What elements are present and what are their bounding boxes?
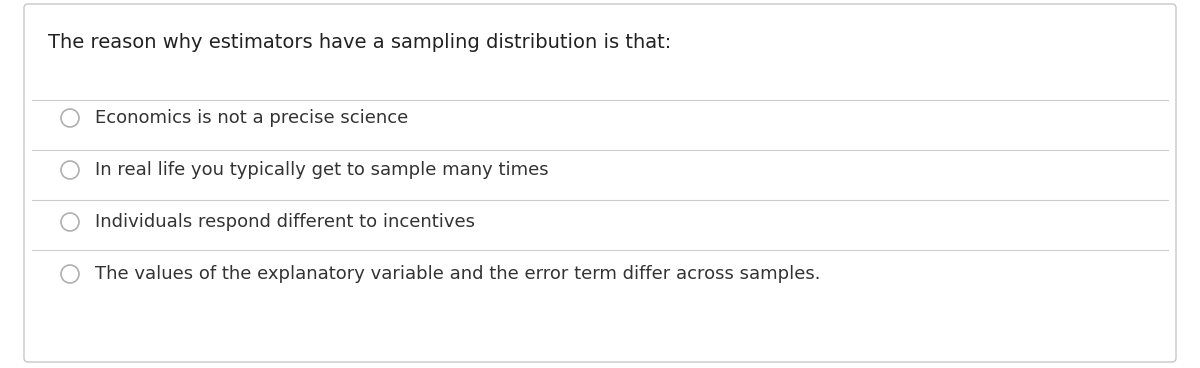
- Text: The reason why estimators have a sampling distribution is that:: The reason why estimators have a samplin…: [48, 32, 671, 52]
- Text: Individuals respond different to incentives: Individuals respond different to incenti…: [95, 213, 475, 231]
- Ellipse shape: [61, 109, 79, 127]
- Text: The values of the explanatory variable and the error term differ across samples.: The values of the explanatory variable a…: [95, 265, 821, 283]
- FancyBboxPatch shape: [24, 4, 1176, 362]
- Ellipse shape: [61, 213, 79, 231]
- Text: Economics is not a precise science: Economics is not a precise science: [95, 109, 408, 127]
- Ellipse shape: [61, 161, 79, 179]
- Text: In real life you typically get to sample many times: In real life you typically get to sample…: [95, 161, 548, 179]
- Ellipse shape: [61, 265, 79, 283]
